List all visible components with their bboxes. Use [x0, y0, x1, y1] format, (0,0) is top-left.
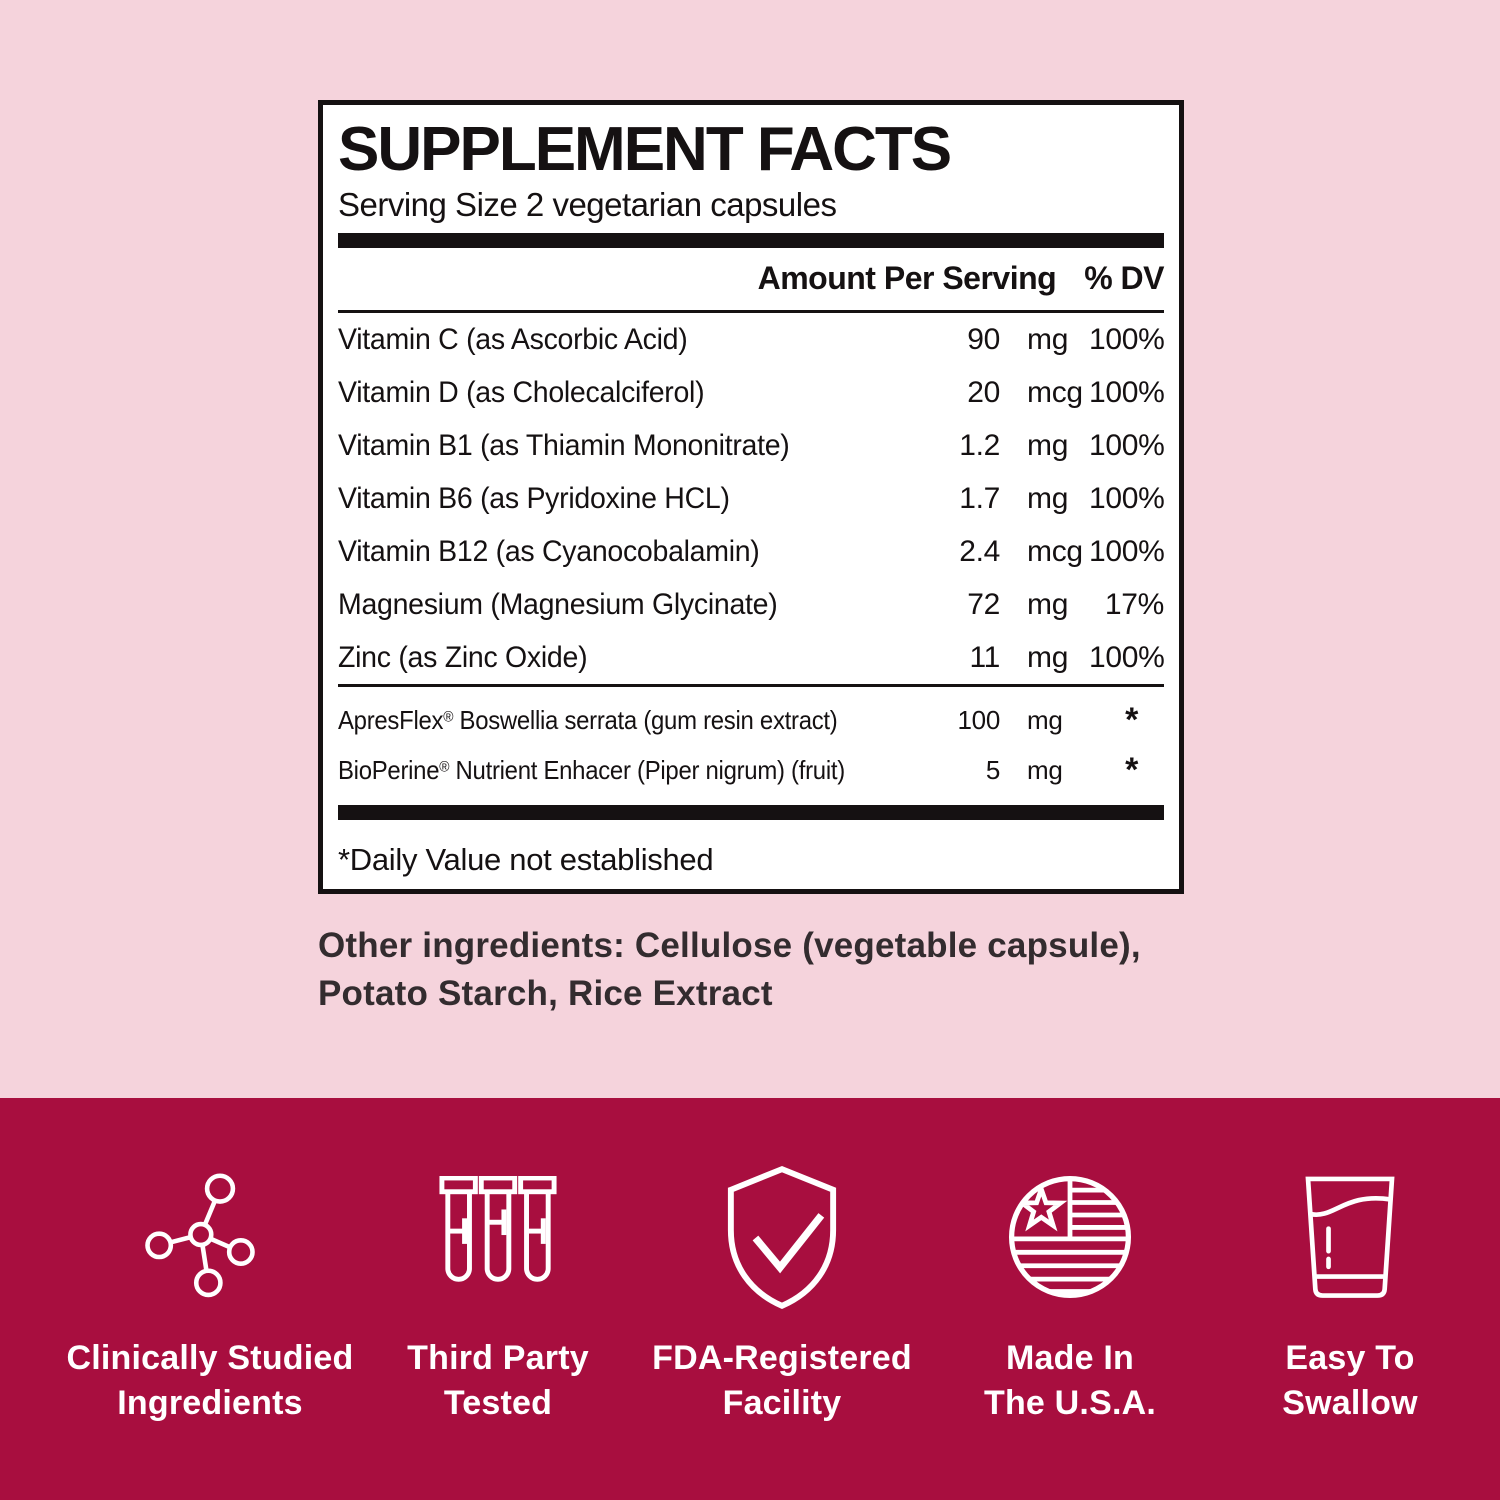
- feature-label: Clinically Studied: [66, 1339, 354, 1377]
- feature-fda-registered: FDA-Registered Facility: [617, 1158, 947, 1426]
- daily-value-footnote: *Daily Value not established: [338, 842, 714, 877]
- table-row: Magnesium (Magnesium Glycinate) 72 mg 17…: [338, 578, 1164, 631]
- table-row: BioPerine® Nutrient Enhacer (Piper nigru…: [338, 745, 1164, 795]
- feature-label: Tested: [443, 1383, 553, 1422]
- glass-icon: [1305, 1176, 1395, 1298]
- dv-header: % DV: [1084, 260, 1164, 296]
- registered-mark: ®: [439, 757, 450, 775]
- divider-thick: [338, 805, 1164, 820]
- serving-size: Serving Size 2 vegetarian capsules: [338, 186, 837, 223]
- other-ingredients-line: Other ingredients: Cellulose (vegetable …: [318, 926, 1141, 965]
- test-tubes-icon: [439, 1175, 557, 1282]
- branded-ingredients: ApresFlex® Boswellia serrata (gum resin …: [338, 695, 1164, 795]
- shield-check-icon: [727, 1165, 837, 1310]
- feature-made-in-usa: Made In The U.S.A.: [905, 1158, 1235, 1426]
- nutrient-amount: 90: [967, 322, 1000, 356]
- column-header-row: Amount Per Serving % DV: [338, 248, 1165, 310]
- feature-clinically-studied: Clinically Studied Ingredients: [45, 1158, 375, 1426]
- nutrient-name: Vitamin C (as Ascorbic Acid): [338, 322, 688, 356]
- nutrient-unit: mcg: [1027, 375, 1083, 409]
- table-row: Vitamin C (as Ascorbic Acid) 90 mg 100%: [338, 313, 1165, 366]
- nutrient-unit: mg: [1027, 428, 1069, 462]
- feature-label: The U.S.A.: [983, 1383, 1157, 1422]
- nutrient-dv: *: [1125, 750, 1138, 789]
- feature-easy-swallow: Easy To Swallow: [1185, 1158, 1500, 1426]
- nutrient-name: Zinc (as Zinc Oxide): [338, 640, 588, 674]
- feature-label: Swallow: [1282, 1383, 1418, 1422]
- table-row: ApresFlex® Boswellia serrata (gum resin …: [338, 695, 1164, 745]
- nutrient-amount: 72: [967, 587, 1000, 621]
- table-row: Vitamin B1 (as Thiamin Mononitrate) 1.2 …: [338, 419, 1165, 472]
- nutrient-name: Vitamin B1 (as Thiamin Mononitrate): [338, 428, 790, 462]
- nutrient-dv: 100%: [1089, 481, 1165, 515]
- usa-globe-icon: [1008, 1175, 1132, 1299]
- feature-label: Ingredients: [117, 1383, 303, 1422]
- feature-label: Third Party: [407, 1339, 589, 1377]
- divider-thick: [338, 233, 1164, 248]
- nutrient-dv: *: [1125, 700, 1138, 739]
- nutrient-amount: 100: [957, 704, 1001, 735]
- nutrient-amount: 1.7: [959, 481, 1000, 515]
- other-ingredients: Other ingredients: Cellulose (vegetable …: [318, 922, 1238, 1019]
- nutrient-unit: mg: [1027, 754, 1063, 785]
- feature-label: Facility: [722, 1383, 842, 1422]
- nutrient-name: ApresFlex® Boswellia serrata (gum resin …: [338, 704, 838, 735]
- divider-thin: [338, 684, 1164, 687]
- nutrient-name: Magnesium (Magnesium Glycinate): [338, 587, 778, 621]
- nutrient-unit: mg: [1027, 587, 1069, 621]
- nutrient-dv: 17%: [1104, 587, 1164, 621]
- nutrient-unit: mg: [1027, 640, 1069, 674]
- nutrient-dv: 100%: [1089, 640, 1165, 674]
- molecule-icon: [145, 1173, 255, 1298]
- table-row: Vitamin B12 (as Cyanocobalamin) 2.4 mcg …: [338, 525, 1165, 578]
- nutrient-amount: 20: [967, 375, 1000, 409]
- nutrient-name: Vitamin B6 (as Pyridoxine HCL): [338, 481, 730, 515]
- feature-label: Easy To: [1285, 1339, 1415, 1377]
- panel-title: SUPPLEMENT FACTS: [338, 115, 952, 184]
- nutrient-amount: 2.4: [959, 534, 1000, 568]
- feature-label: Made In: [1006, 1339, 1134, 1377]
- nutrient-dv: 100%: [1089, 534, 1165, 568]
- divider-thin: [338, 310, 1164, 313]
- table-row: Vitamin B6 (as Pyridoxine HCL) 1.7 mg 10…: [338, 472, 1165, 525]
- other-ingredients-line: Potato Starch, Rice Extract: [318, 974, 773, 1014]
- nutrient-amount: 1.2: [959, 428, 1000, 462]
- table-row: Zinc (as Zinc Oxide) 11 mg 100%: [338, 631, 1165, 684]
- nutrient-dv: 100%: [1089, 322, 1165, 356]
- nutrient-unit: mg: [1027, 481, 1069, 515]
- nutrient-name: Vitamin B12 (as Cyanocobalamin): [338, 534, 760, 568]
- nutrient-unit: mg: [1027, 704, 1063, 735]
- nutrient-unit: mcg: [1027, 534, 1083, 568]
- feature-label: FDA-Registered: [652, 1339, 912, 1377]
- nutrient-unit: mg: [1027, 322, 1069, 356]
- nutrient-name: Vitamin D (as Cholecalciferol): [338, 375, 705, 409]
- nutrient-dv: 100%: [1089, 375, 1165, 409]
- nutrient-amount: 11: [969, 640, 1000, 674]
- amount-per-serving-header: Amount Per Serving: [757, 260, 1057, 296]
- nutrient-name: BioPerine® Nutrient Enhacer (Piper nigru…: [338, 754, 845, 785]
- registered-mark: ®: [443, 707, 454, 725]
- features-band: Clinically Studied Ingredients Third Par…: [0, 1098, 1500, 1500]
- supplement-facts-panel: SUPPLEMENT FACTS Serving Size 2 vegetari…: [318, 100, 1184, 894]
- nutrient-amount: 5: [985, 754, 1000, 785]
- feature-third-party: Third Party Tested: [333, 1158, 663, 1426]
- table-row: Vitamin D (as Cholecalciferol) 20 mcg 10…: [338, 366, 1165, 419]
- nutrient-dv: 100%: [1089, 428, 1165, 462]
